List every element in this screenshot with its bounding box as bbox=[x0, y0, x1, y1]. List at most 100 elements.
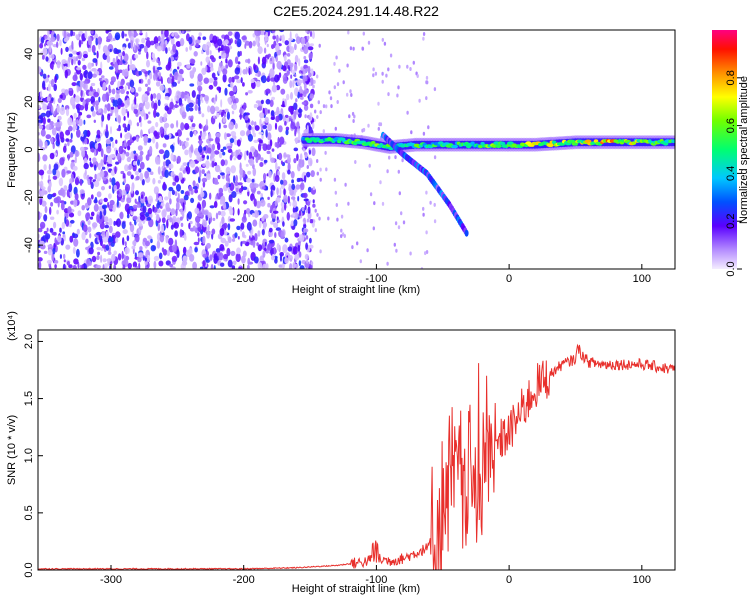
spectrogram-cell bbox=[265, 98, 271, 105]
spectrogram-cell bbox=[75, 56, 79, 62]
spectrogram-cell bbox=[198, 176, 201, 184]
spectrogram-cell bbox=[81, 133, 84, 138]
spectrogram-cell bbox=[58, 177, 64, 187]
spectrogram-cell bbox=[213, 255, 218, 264]
spectrogram-cell bbox=[308, 82, 312, 87]
spectrogram-cell bbox=[351, 245, 354, 250]
spectrogram-cell bbox=[295, 184, 301, 190]
spectrogram-cell bbox=[97, 134, 101, 139]
spectrogram-cell bbox=[257, 244, 263, 252]
spectrogram-cell bbox=[173, 104, 179, 108]
spectrogram-cell bbox=[303, 217, 306, 222]
spectrogram-cell bbox=[422, 131, 426, 136]
spectrogram-cell bbox=[171, 244, 177, 253]
spectrogram-cell bbox=[79, 80, 84, 88]
spectrogram-cell bbox=[202, 43, 208, 51]
spectrogram-cell bbox=[191, 123, 196, 128]
spectrogram-cell bbox=[55, 121, 61, 128]
spectrogram-cell bbox=[141, 69, 147, 73]
spectrogram-cell bbox=[243, 151, 247, 161]
spectrogram-cell bbox=[194, 130, 197, 136]
spectrogram-cell bbox=[308, 116, 311, 120]
spectrogram-cell bbox=[97, 162, 102, 171]
spectrogram-cell bbox=[126, 97, 130, 106]
spectrogram-cell bbox=[308, 149, 311, 155]
spectrogram-cell bbox=[398, 64, 401, 69]
spectrogram-cell bbox=[189, 70, 195, 76]
spectrogram-cell bbox=[308, 52, 313, 60]
spectrogram-cell bbox=[279, 30, 285, 33]
spectrogram-cell bbox=[170, 36, 175, 46]
spectrogram-cell bbox=[82, 129, 89, 138]
spectrogram-cell bbox=[188, 107, 194, 112]
spectrogram-cell bbox=[401, 158, 404, 163]
spectrogram-cell bbox=[277, 170, 281, 176]
spectrogram-cell bbox=[225, 166, 231, 175]
spectrogram-cell bbox=[261, 186, 266, 190]
spectrogram-cell bbox=[257, 56, 260, 65]
spectrogram-cell bbox=[87, 71, 93, 80]
spectrogram-cell bbox=[133, 161, 137, 166]
spectrogram-cell bbox=[292, 261, 296, 269]
spectrogram-cell bbox=[150, 245, 156, 252]
spectrogram-cell bbox=[70, 132, 73, 139]
spectrogram-cell bbox=[126, 197, 132, 204]
spectrogram-cell bbox=[190, 197, 195, 204]
spectrogram-cell bbox=[138, 195, 141, 203]
spectrogram-cell bbox=[65, 244, 71, 250]
spectrogram-cell bbox=[67, 140, 70, 147]
spectrogram-cell bbox=[143, 45, 148, 53]
spectrogram-cell bbox=[307, 35, 310, 40]
spectrogram-cell bbox=[312, 199, 315, 204]
spectrogram-cell bbox=[273, 222, 279, 229]
spectrogram-cell bbox=[79, 73, 84, 81]
spectrogram-cell bbox=[318, 43, 321, 48]
spectrogram-cell bbox=[232, 86, 237, 93]
spectrogram-cell bbox=[83, 162, 89, 170]
spectrogram-cell bbox=[291, 183, 296, 191]
spectrogram-cell bbox=[220, 210, 226, 217]
spectrogram-cell bbox=[303, 64, 308, 70]
spectrogram-cell bbox=[153, 73, 157, 81]
x-tick-label: -100 bbox=[365, 273, 387, 285]
spectrogram-cell bbox=[124, 139, 127, 147]
spectrogram-cell bbox=[105, 244, 110, 251]
spectrogram-cell bbox=[42, 154, 48, 162]
spectrogram-cell bbox=[180, 122, 185, 131]
spectrogram-cell bbox=[282, 221, 285, 227]
spectrogram-cell bbox=[334, 126, 337, 131]
spectrogram-cell bbox=[153, 255, 160, 262]
spectrogram-cell bbox=[108, 218, 113, 226]
spectrogram-cell bbox=[247, 257, 251, 266]
spectrogram-cell bbox=[213, 201, 218, 208]
spectrogram-cell bbox=[194, 149, 198, 155]
spectrogram-cell bbox=[63, 30, 67, 39]
spectrogram-cell bbox=[202, 219, 208, 228]
spectrogram-cell bbox=[112, 99, 116, 107]
spectrogram-cell bbox=[116, 218, 121, 228]
colorbar-tick-label: 0.4 bbox=[725, 166, 737, 181]
spectrogram-cell bbox=[109, 199, 115, 206]
spectrogram-cell bbox=[203, 209, 209, 216]
spectrogram-cell bbox=[111, 177, 116, 187]
spectrogram-cell bbox=[125, 109, 128, 114]
spectrogram-cell bbox=[181, 210, 185, 219]
spectrogram-cell bbox=[292, 212, 296, 217]
spectrogram-cell bbox=[44, 35, 48, 39]
spectrogram-cell bbox=[279, 136, 285, 145]
spectrogram-cell bbox=[240, 222, 245, 230]
spectrogram-cell bbox=[319, 249, 322, 254]
spectrogram-cell bbox=[258, 219, 262, 229]
spectrogram-cell bbox=[77, 210, 82, 217]
spectrogram-cell bbox=[50, 36, 56, 42]
spectrogram-cell bbox=[51, 252, 55, 262]
spectrogram-cell bbox=[239, 130, 246, 137]
spectrogram-cell bbox=[188, 222, 191, 230]
spectrogram-cell bbox=[48, 174, 51, 181]
spectrogram-cell bbox=[263, 247, 267, 252]
spectrogram-cell bbox=[47, 249, 53, 256]
spectrogram-cell bbox=[102, 258, 107, 263]
spectrogram-cell bbox=[215, 248, 221, 253]
spectrogram-cell bbox=[163, 134, 170, 139]
spectrogram-cell bbox=[93, 91, 99, 98]
